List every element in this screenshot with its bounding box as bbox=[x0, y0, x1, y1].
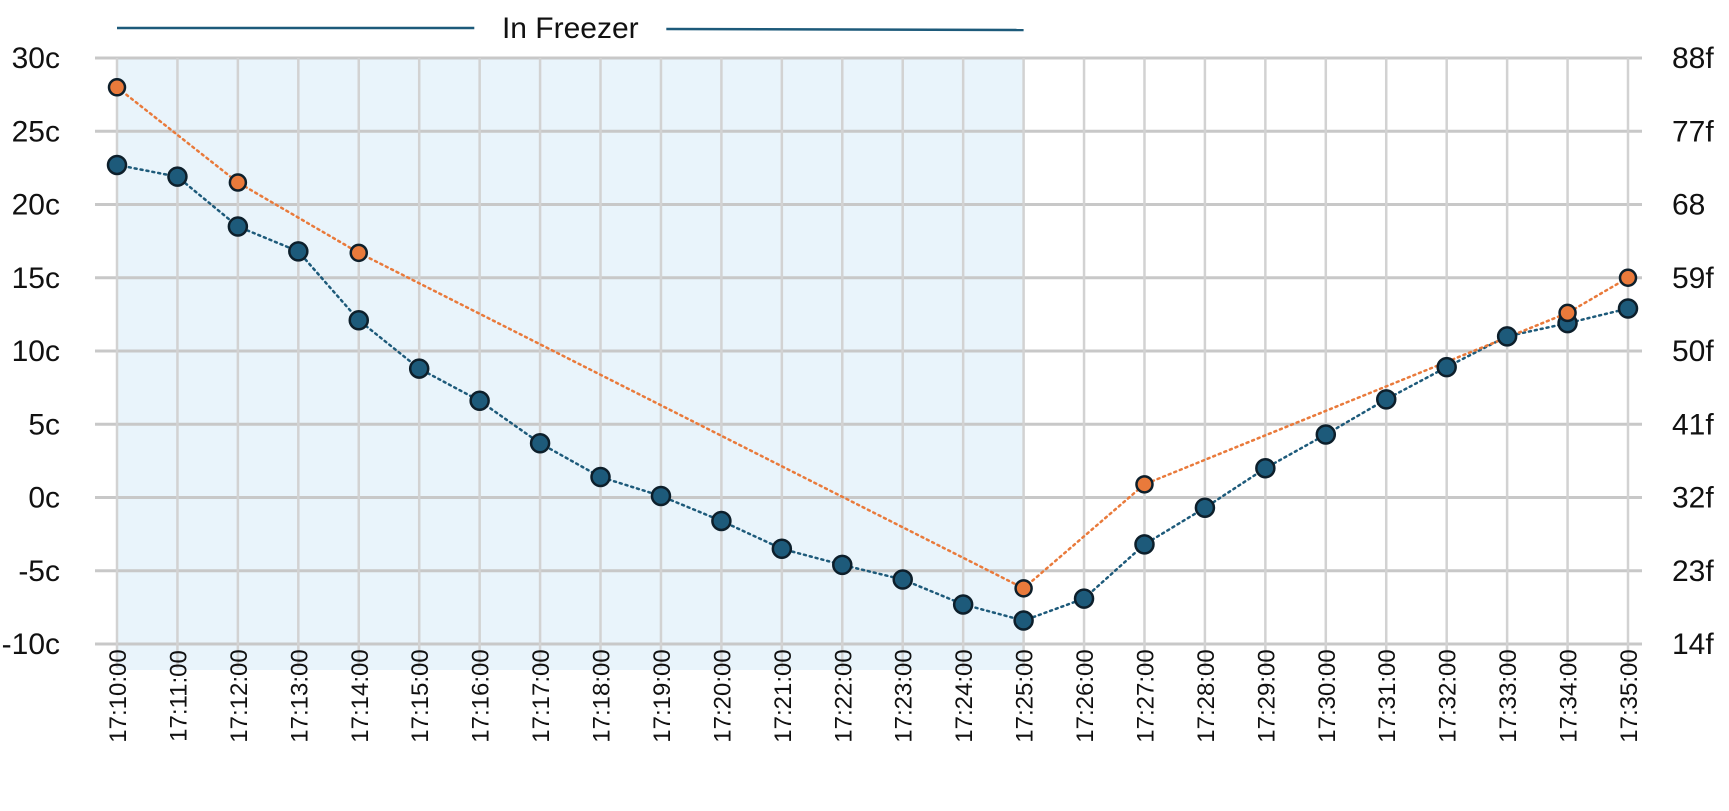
x-tick-label: 17:12:00 bbox=[226, 649, 253, 742]
y-right-tick-label: 32f bbox=[1672, 482, 1714, 515]
x-tick-label: 17:18:00 bbox=[589, 649, 616, 742]
series-0-point bbox=[771, 538, 793, 560]
annotation-line-right bbox=[666, 27, 1024, 32]
series-0-point bbox=[408, 358, 430, 379]
x-tick-label: 17:28:00 bbox=[1193, 649, 1220, 742]
x-tick-label: 17:31:00 bbox=[1374, 649, 1401, 742]
y-left-tick-label: 30c bbox=[12, 42, 60, 75]
x-tick-label: 17:29:00 bbox=[1253, 649, 1280, 742]
series-0-point bbox=[1617, 298, 1639, 319]
series-0-point bbox=[832, 554, 853, 576]
series-0-point bbox=[227, 216, 249, 237]
x-tick-label: 17:20:00 bbox=[709, 649, 736, 742]
series-1-point bbox=[1558, 303, 1577, 323]
series-0-point bbox=[1496, 326, 1518, 347]
series-0-point bbox=[952, 594, 974, 615]
grid-layer bbox=[95, 56, 1642, 668]
x-tick-label: 17:22:00 bbox=[830, 649, 857, 742]
y-right-tick-label: 23f bbox=[1672, 555, 1714, 588]
series-0-point bbox=[1375, 389, 1397, 410]
y-left-tick-label: 10c bbox=[12, 335, 60, 368]
x-tick-label: 17:30:00 bbox=[1314, 649, 1341, 742]
x-tick-label: 17:26:00 bbox=[1072, 649, 1099, 742]
x-tick-label: 17:24:00 bbox=[951, 649, 978, 742]
series-0-point bbox=[469, 390, 490, 412]
y-right-tick-label: 14f bbox=[1672, 628, 1714, 661]
series-0-point bbox=[1436, 356, 1457, 378]
y-right-tick-label: 59f bbox=[1672, 262, 1714, 295]
y-right-tick-label: 50f bbox=[1672, 335, 1714, 368]
series-1-point bbox=[228, 173, 248, 192]
x-tick-label: 17:16:00 bbox=[468, 649, 495, 742]
x-tick-label: 17:17:00 bbox=[528, 649, 555, 742]
freezer-shade bbox=[117, 58, 1024, 670]
x-tick-label: 17:33:00 bbox=[1495, 649, 1522, 742]
y-right-tick-label: 68 bbox=[1672, 189, 1705, 222]
series-0-point bbox=[892, 569, 913, 590]
series-0-point bbox=[1013, 610, 1034, 631]
x-tick-label: 17:19:00 bbox=[649, 649, 676, 742]
x-tick-label: 17:34:00 bbox=[1556, 649, 1583, 742]
y-left-tick-label: -10c bbox=[2, 628, 60, 661]
series-1-point bbox=[349, 243, 369, 263]
y-right-tick-label: 88f bbox=[1672, 42, 1714, 75]
x-tick-label: 17:13:00 bbox=[286, 649, 313, 742]
series-layer bbox=[106, 78, 1639, 631]
y-left-tick-label: -5c bbox=[18, 555, 60, 588]
series-0-point bbox=[1134, 534, 1155, 555]
series-0-point bbox=[1315, 424, 1337, 445]
x-tick-label: 17:25:00 bbox=[1012, 649, 1039, 742]
series-0-point bbox=[1073, 588, 1095, 609]
series-0-point bbox=[650, 485, 672, 507]
x-tick-label: 17:14:00 bbox=[347, 649, 374, 742]
y-right-tick-label: 77f bbox=[1672, 115, 1714, 148]
series-0-point bbox=[529, 433, 551, 454]
x-tick-label: 17:21:00 bbox=[770, 649, 797, 742]
y-left-tick-label: 25c bbox=[12, 115, 60, 148]
y-left-tick-label: 15c bbox=[12, 262, 60, 295]
axis-layer: 30c 25c 20c 15c 10c 5c 0c -5c -10c 88f 77f 68 59f 50f… bbox=[2, 42, 1715, 743]
y-left-tick-label: 5c bbox=[28, 408, 60, 441]
series-0-point bbox=[1255, 457, 1276, 479]
x-tick-label: 17:11:00 bbox=[165, 650, 192, 742]
series-0-point bbox=[590, 466, 611, 488]
x-tick-label: 17:32:00 bbox=[1435, 649, 1462, 742]
series-0-point bbox=[106, 154, 128, 176]
annotation-label: In Freezer bbox=[502, 12, 639, 45]
series-0-point bbox=[167, 166, 188, 187]
series-0-point bbox=[288, 241, 309, 262]
y-right-tick-label: 41f bbox=[1672, 408, 1714, 441]
series-1-point bbox=[1014, 579, 1033, 598]
series-1-point bbox=[1135, 475, 1154, 494]
x-tick-label: 17:35:00 bbox=[1616, 649, 1643, 742]
x-tick-label: 17:10:00 bbox=[105, 649, 132, 742]
x-tick-label: 17:23:00 bbox=[891, 649, 918, 742]
x-tick-label: 17:15:00 bbox=[407, 649, 434, 742]
series-0-line bbox=[115, 163, 1630, 622]
shade-layer bbox=[117, 58, 1024, 670]
y-left-tick-label: 0c bbox=[28, 482, 60, 515]
x-tick-label: 17:27:00 bbox=[1132, 649, 1159, 742]
y-left-tick-label: 20c bbox=[12, 189, 60, 222]
series-0-point bbox=[711, 510, 732, 532]
series-1-point bbox=[1618, 268, 1638, 287]
series-0-point bbox=[1194, 497, 1216, 519]
annotation-layer: In Freezer bbox=[117, 12, 1024, 45]
series-1-point bbox=[107, 78, 127, 97]
series-0-point bbox=[348, 309, 370, 331]
